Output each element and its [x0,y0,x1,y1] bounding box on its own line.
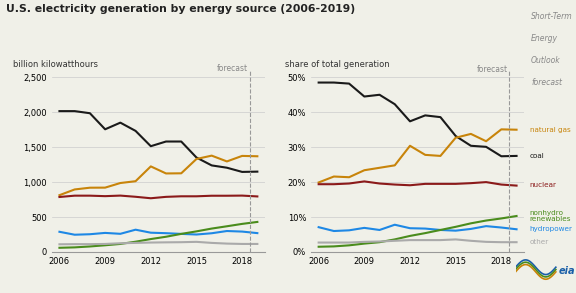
Text: Energy: Energy [531,34,558,43]
Text: nuclear: nuclear [530,182,557,188]
Text: hydropower: hydropower [530,226,573,232]
Text: U.S. electricity generation by energy source (2006-2019): U.S. electricity generation by energy so… [6,4,355,14]
Text: Short-Term: Short-Term [531,12,573,21]
Text: Outlook: Outlook [531,56,560,65]
Text: eia: eia [559,266,575,276]
Text: nonhydro
renewables: nonhydro renewables [530,210,571,222]
Text: share of total generation: share of total generation [286,59,390,69]
Text: coal: coal [530,153,544,159]
Text: natural gas: natural gas [530,127,570,133]
Text: other: other [530,239,549,245]
Text: forecast: forecast [476,65,507,74]
Text: billion kilowatthours: billion kilowatthours [13,59,98,69]
Text: forecast: forecast [531,78,562,87]
Text: forecast: forecast [217,64,248,73]
